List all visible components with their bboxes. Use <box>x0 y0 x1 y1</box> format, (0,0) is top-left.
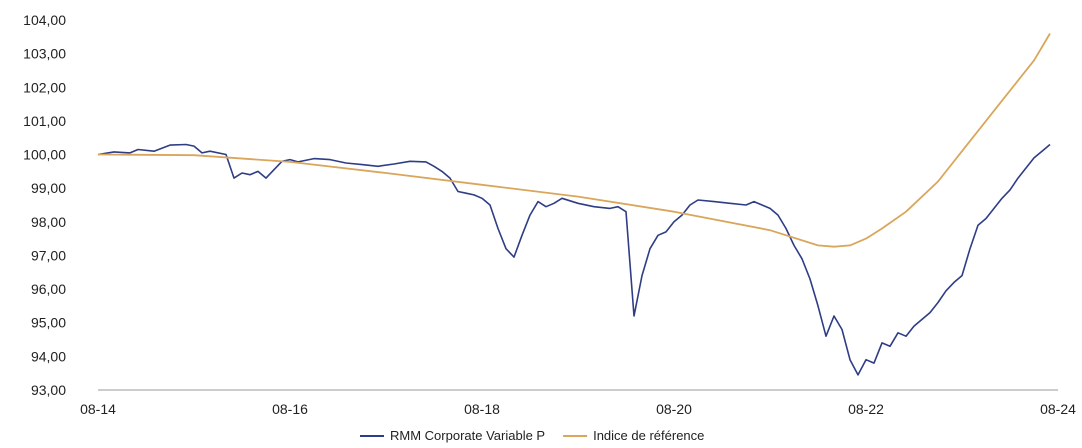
legend-label: RMM Corporate Variable P <box>390 428 545 443</box>
x-tick-label: 08-16 <box>272 401 308 417</box>
x-tick-label: 08-22 <box>848 401 884 417</box>
y-tick-label: 96,00 <box>31 281 66 297</box>
x-tick-label: 08-24 <box>1040 401 1076 417</box>
y-axis-tick-labels: 93,00 94,00 95,00 96,00 97,00 98,00 99,00 100,0… <box>23 12 66 398</box>
y-tick-label: 103,00 <box>23 46 66 62</box>
x-tick-label: 08-14 <box>80 401 116 417</box>
y-tick-label: 97,00 <box>31 247 66 263</box>
y-tick-label: 98,00 <box>31 214 66 230</box>
y-tick-label: 99,00 <box>31 180 66 196</box>
legend: RMM Corporate Variable P Indice de référe… <box>360 428 704 443</box>
y-tick-label: 101,00 <box>23 113 66 129</box>
x-tick-label: 08-20 <box>656 401 692 417</box>
x-tick-label: 08-18 <box>464 401 500 417</box>
series-line-benchmark <box>97 33 1051 248</box>
y-tick-label: 104,00 <box>23 12 66 28</box>
y-tick-label: 95,00 <box>31 315 66 331</box>
y-tick-label: 100,00 <box>23 147 66 163</box>
series-line-fund <box>97 143 1051 376</box>
y-tick-label: 93,00 <box>31 382 66 398</box>
x-axis-tick-labels: 08-14 08-16 08-18 08-20 08-22 08-24 <box>80 401 1076 417</box>
y-tick-label: 102,00 <box>23 79 66 95</box>
y-tick-label: 94,00 <box>31 348 66 364</box>
series-lines <box>97 33 1051 376</box>
legend-label: Indice de référence <box>593 428 704 443</box>
